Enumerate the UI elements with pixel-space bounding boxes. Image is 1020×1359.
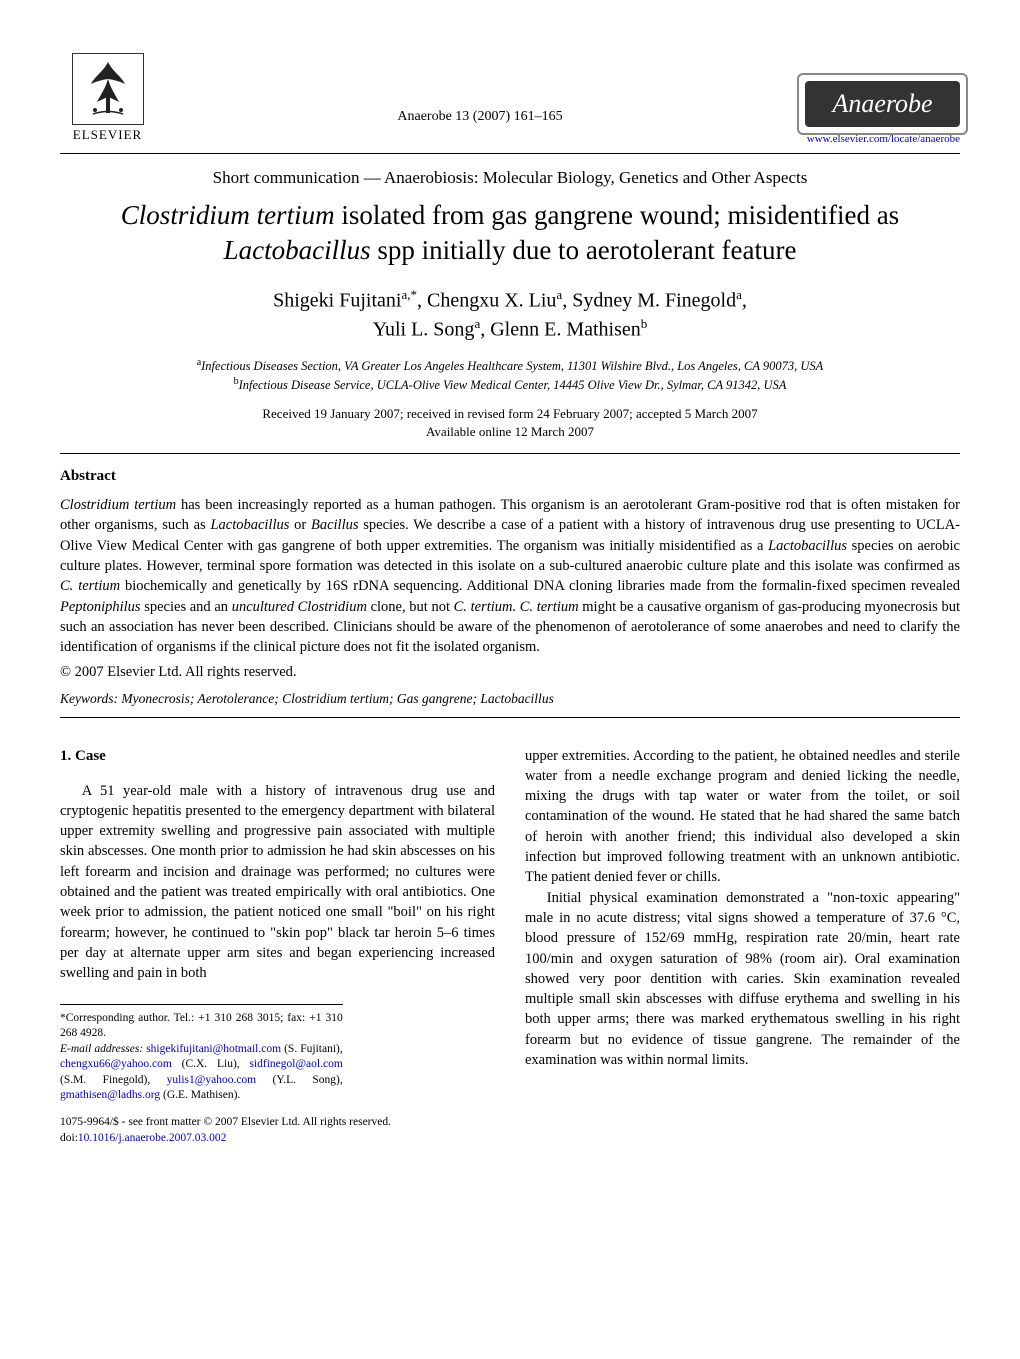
bottom-meta: 1075-9964/$ - see front matter © 2007 El… (60, 1114, 495, 1146)
title-part-2: isolated from gas gangrene wound; miside… (335, 200, 900, 230)
right-column: upper extremities. According to the pati… (525, 746, 960, 1146)
author-2-sup: a (556, 287, 562, 302)
authors-list: Shigeki Fujitania,*, Chengxu X. Liua, Sy… (60, 286, 960, 343)
doi-line: doi:10.1016/j.anaerobe.2007.03.002 (60, 1130, 495, 1146)
corresponding-author: *Corresponding author. Tel.: +1 310 268 … (60, 1011, 343, 1042)
email-addresses-line: E-mail addresses: shigekifujitani@hotmai… (60, 1042, 343, 1104)
email-3-who: (S.M. Finegold), (60, 1074, 150, 1086)
email-4[interactable]: yulis1@yahoo.com (167, 1074, 256, 1086)
affiliation-a: Infectious Diseases Section, VA Greater … (201, 359, 823, 373)
author-3-sup: a (736, 287, 742, 302)
right-para-2: Initial physical examination demonstrate… (525, 888, 960, 1071)
keywords-label: Keywords: (60, 691, 118, 706)
body-columns: 1. Case A 51 year-old male with a histor… (60, 746, 960, 1146)
keywords-line: Keywords: Myonecrosis; Aerotolerance; Cl… (60, 691, 960, 707)
email-1[interactable]: shigekifujitani@hotmail.com (146, 1043, 281, 1055)
rule-before-abstract (60, 453, 960, 454)
left-para-1: A 51 year-old male with a history of int… (60, 781, 495, 984)
author-5-sup: b (641, 316, 648, 331)
journal-reference: Anaerobe 13 (2007) 161–165 (155, 109, 805, 145)
author-1: Shigeki Fujitani (273, 290, 401, 312)
email-2-who: (C.X. Liu), (182, 1058, 240, 1070)
email-1-who: (S. Fujitani), (284, 1043, 343, 1055)
dates-line-2: Available online 12 March 2007 (426, 424, 594, 439)
affiliations: aInfectious Diseases Section, VA Greater… (60, 356, 960, 395)
journal-website-link[interactable]: www.elsevier.com/locate/anaerobe (805, 133, 960, 145)
email-5-who: (G.E. Mathisen). (163, 1089, 240, 1101)
doi-label: doi: (60, 1132, 78, 1144)
front-matter-line: 1075-9964/$ - see front matter © 2007 El… (60, 1114, 495, 1130)
email-4-who: (Y.L. Song), (273, 1074, 343, 1086)
title-part-4: spp initially due to aerotolerant featur… (371, 235, 797, 265)
rule-top (60, 153, 960, 154)
email-2[interactable]: chengxu66@yahoo.com (60, 1058, 172, 1070)
author-4: Yuli L. Song (373, 319, 475, 341)
title-part-3: Lactobacillus (224, 235, 371, 265)
case-heading: 1. Case (60, 746, 495, 767)
affiliation-b: Infectious Disease Service, UCLA-Olive V… (239, 378, 787, 392)
author-1-sup: a,* (401, 287, 417, 302)
journal-logo-block: Anaerobe www.elsevier.com/locate/anaerob… (805, 81, 960, 145)
email-label: E-mail addresses: (60, 1043, 143, 1055)
journal-name-logo: Anaerobe (805, 81, 960, 127)
keywords-text: Myonecrosis; Aerotolerance; Clostridium … (118, 691, 554, 706)
author-4-sup: a (474, 316, 480, 331)
footnotes-block: *Corresponding author. Tel.: +1 310 268 … (60, 1004, 343, 1104)
abstract-body: Clostridium tertium has been increasingl… (60, 495, 960, 657)
article-dates: Received 19 January 2007; received in re… (60, 405, 960, 441)
elsevier-tree-icon (72, 53, 144, 125)
author-2: Chengxu X. Liu (427, 290, 556, 312)
elsevier-logo: ELSEVIER (60, 50, 155, 145)
publisher-name: ELSEVIER (73, 127, 142, 143)
dates-line-1: Received 19 January 2007; received in re… (262, 406, 757, 421)
rule-after-keywords (60, 717, 960, 718)
header-row: ELSEVIER Anaerobe 13 (2007) 161–165 Anae… (60, 50, 960, 145)
doi-link[interactable]: 10.1016/j.anaerobe.2007.03.002 (78, 1132, 227, 1144)
copyright-line: © 2007 Elsevier Ltd. All rights reserved… (60, 664, 960, 681)
article-title: Clostridium tertium isolated from gas ga… (60, 198, 960, 268)
section-line: Short communication — Anaerobiosis: Mole… (60, 168, 960, 188)
abstract-heading: Abstract (60, 468, 960, 485)
author-5: Glenn E. Mathisen (490, 319, 641, 341)
author-3: Sydney M. Finegold (572, 290, 736, 312)
email-5[interactable]: gmathisen@ladhs.org (60, 1089, 160, 1101)
left-column: 1. Case A 51 year-old male with a histor… (60, 746, 495, 1146)
right-para-1: upper extremities. According to the pati… (525, 746, 960, 888)
email-3[interactable]: sidfinegol@aol.com (249, 1058, 342, 1070)
title-part-1: Clostridium tertium (121, 200, 335, 230)
